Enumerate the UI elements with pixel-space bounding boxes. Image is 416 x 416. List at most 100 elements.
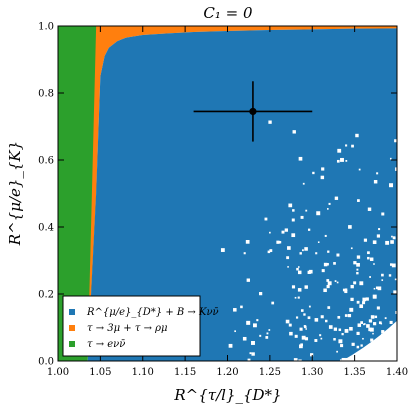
no-data-hole — [345, 159, 348, 162]
no-data-hole — [344, 329, 349, 333]
no-data-hole — [363, 238, 368, 242]
no-data-hole — [314, 339, 318, 342]
no-data-hole — [287, 266, 289, 268]
no-data-hole — [276, 240, 280, 244]
no-data-hole — [326, 208, 329, 210]
no-data-hole — [351, 342, 355, 346]
no-data-hole — [336, 253, 340, 257]
empty-wedge — [341, 320, 397, 361]
no-data-hole — [336, 159, 340, 163]
no-data-hole — [342, 288, 346, 292]
no-data-hole — [350, 284, 354, 289]
no-data-hole — [303, 325, 306, 328]
no-data-hole — [337, 315, 341, 319]
no-data-hole — [360, 344, 363, 347]
no-data-hole — [328, 202, 331, 205]
no-data-hole — [293, 358, 298, 361]
no-data-hole — [299, 344, 303, 349]
no-data-hole — [326, 279, 330, 282]
no-data-hole — [368, 319, 373, 323]
no-data-hole — [315, 252, 318, 255]
no-data-hole — [289, 331, 293, 336]
hole-layer — [220, 120, 397, 361]
no-data-hole — [356, 255, 361, 259]
no-data-hole — [380, 322, 383, 325]
no-data-hole — [344, 288, 348, 291]
no-data-hole — [297, 266, 300, 268]
no-data-hole — [316, 211, 321, 216]
no-data-hole — [334, 196, 339, 200]
no-data-hole — [298, 156, 303, 161]
no-data-hole — [362, 337, 364, 340]
no-data-hole — [362, 297, 367, 302]
no-data-hole — [381, 330, 385, 334]
no-data-hole — [333, 338, 336, 341]
no-data-hole — [305, 209, 308, 212]
no-data-hole — [288, 323, 292, 327]
no-data-hole — [363, 323, 365, 326]
no-data-hole — [378, 228, 381, 231]
no-data-hole — [336, 281, 339, 284]
no-data-hole — [269, 249, 273, 253]
no-data-hole — [359, 281, 364, 286]
no-data-hole — [271, 301, 275, 305]
no-data-hole — [369, 276, 371, 278]
no-data-hole — [328, 325, 333, 329]
no-data-hole — [327, 306, 331, 309]
x-tick-label: 1.05 — [89, 367, 111, 378]
no-data-hole — [234, 330, 236, 333]
no-data-hole — [307, 316, 311, 320]
no-data-hole — [300, 215, 304, 219]
no-data-hole — [356, 268, 359, 271]
no-data-hole — [307, 228, 311, 231]
no-data-hole — [353, 281, 357, 285]
no-data-hole — [228, 343, 233, 348]
no-data-hole — [337, 148, 342, 153]
no-data-hole — [284, 228, 288, 232]
no-data-hole — [367, 251, 370, 255]
no-data-hole — [324, 234, 327, 237]
no-data-hole — [264, 217, 268, 221]
no-data-hole — [296, 267, 299, 271]
no-data-hole — [291, 285, 296, 289]
no-data-hole — [393, 236, 396, 239]
legend-swatch-green — [69, 341, 75, 347]
no-data-hole — [381, 212, 385, 216]
no-data-hole — [341, 333, 344, 336]
no-data-hole — [327, 281, 332, 286]
no-data-hole — [345, 144, 348, 147]
chart-title: C₁ = 0 — [203, 4, 253, 22]
no-data-hole — [251, 352, 255, 356]
region-layer — [58, 26, 397, 361]
no-data-hole — [349, 326, 353, 331]
no-data-hole — [314, 318, 319, 322]
no-data-hole — [376, 234, 381, 238]
no-data-hole — [305, 328, 307, 330]
no-data-hole — [389, 157, 392, 160]
no-data-hole — [317, 241, 320, 243]
no-data-hole — [356, 331, 360, 335]
x-tick-label: 1.00 — [47, 367, 69, 378]
no-data-hole — [367, 256, 370, 260]
no-data-hole — [267, 250, 271, 254]
no-data-hole — [323, 288, 327, 293]
no-data-hole — [297, 270, 302, 275]
no-data-hole — [308, 305, 311, 308]
no-data-hole — [319, 334, 322, 337]
no-data-hole — [249, 352, 252, 355]
no-data-hole — [299, 252, 302, 255]
legend-box — [62, 295, 201, 357]
no-data-hole — [300, 309, 304, 312]
no-data-hole — [391, 235, 393, 238]
no-data-hole — [321, 269, 325, 273]
x-tick-label: 1.15 — [174, 367, 196, 378]
no-data-hole — [374, 315, 378, 319]
no-data-hole — [303, 313, 306, 316]
no-data-hole — [353, 261, 357, 265]
no-data-hole — [325, 319, 328, 323]
no-data-hole — [350, 247, 353, 250]
x-tick-label: 1.30 — [301, 367, 323, 378]
no-data-hole — [297, 296, 300, 299]
no-data-hole — [370, 315, 375, 319]
legend: R^{μ/e}_{D*} + B → Kνν̄ τ → 3μ + τ → ρμ … — [62, 295, 219, 357]
